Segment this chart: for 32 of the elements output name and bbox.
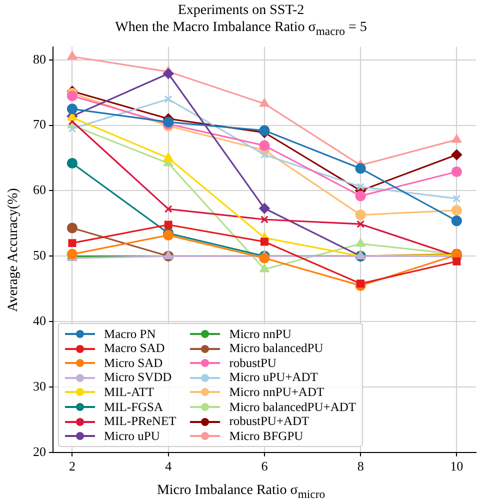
- legend-label: Micro uPU: [104, 428, 160, 444]
- legend-label: MIL-FGSA: [104, 400, 164, 414]
- y-tick-label: 60: [33, 182, 46, 198]
- legend-label: robustPU: [229, 356, 276, 370]
- y-axis-title: Average Accuracy(%): [6, 188, 22, 312]
- legend-label: Micro nnPU+ADT: [229, 385, 324, 400]
- y-tick-label: 40: [33, 312, 46, 328]
- legend-label: Micro balancedPU: [229, 341, 324, 356]
- chart-subtitle: When the Macro Imbalance Ratio σ$_{macro}$ = 5: [115, 20, 367, 38]
- legend-label: Micro SVDD: [104, 370, 172, 386]
- chart-title: Experiments on SST-2: [178, 3, 304, 18]
- legend-label: Micro nnPU: [229, 326, 292, 342]
- legend-label: MIL-ATT: [104, 385, 154, 400]
- y-tick-label: 20: [33, 444, 46, 459]
- y-tick-label: 70: [33, 116, 46, 132]
- x-tick-label: 4: [165, 458, 172, 474]
- legend-label: Micro uPU+ADT: [229, 370, 318, 386]
- x-axis-title: Micro Imbalance Ratio σ$_{micro}$: [156, 483, 326, 501]
- legend-label: Micro BFGPU: [229, 428, 304, 444]
- x-tick-label: 2: [68, 458, 76, 474]
- legend-label: Micro balancedPU+ADT: [229, 400, 356, 414]
- x-tick-label: 6: [261, 458, 268, 474]
- legend-label: robustPU+ADT: [229, 414, 310, 429]
- x-tick-label: 8: [357, 458, 364, 474]
- legend-label: Macro SAD: [104, 341, 165, 356]
- y-tick-label: 50: [33, 248, 46, 263]
- legend-label: Micro SAD: [104, 356, 163, 370]
- x-tick-label: 10: [450, 458, 464, 474]
- y-tick-label: 30: [33, 378, 46, 394]
- y-tick-label: 80: [33, 51, 46, 66]
- legend-label: MIL-PReNET: [104, 414, 176, 429]
- legend-label: Macro PN: [104, 326, 156, 342]
